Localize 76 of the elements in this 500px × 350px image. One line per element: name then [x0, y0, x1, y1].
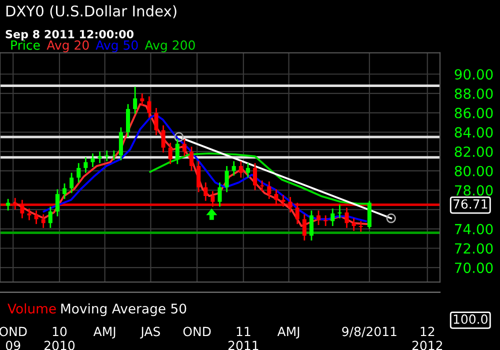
- text: 76.71: [454, 199, 488, 209]
- text: Avg 20: [46, 40, 89, 52]
- candlestick: [182, 138, 186, 158]
- x-tick-label: 10 2010: [44, 326, 75, 350]
- y-tick-label: 82.00: [454, 146, 493, 157]
- candlestick: [76, 162, 81, 184]
- candlestick: [316, 210, 321, 226]
- x-tick-label: 12 2012: [412, 326, 442, 350]
- candlestick: [98, 150, 102, 164]
- candlestick: [147, 96, 152, 118]
- candlestick: [338, 204, 342, 219]
- y-tick-label: 80.00: [454, 166, 493, 176]
- candlestick: [118, 126, 123, 161]
- x-tick-label: AMJ: [277, 326, 300, 339]
- x-tick-label: JAS: [140, 326, 160, 339]
- x-tick-label: AMJ: [93, 326, 116, 339]
- candlestick: [27, 208, 32, 221]
- candlestick: [260, 180, 264, 192]
- candlestick: [344, 206, 349, 229]
- candlestick: [62, 182, 67, 200]
- y-tick-label: 74.00: [455, 224, 493, 234]
- y-tick-label: 72.00: [455, 243, 493, 254]
- candlestick: [196, 160, 201, 193]
- candlestick: [288, 196, 292, 214]
- candlestick: [232, 160, 236, 176]
- candlestick: [324, 214, 328, 227]
- y-tick-label: 70.00: [455, 262, 493, 274]
- x-tick-label: 11 2011: [228, 326, 258, 350]
- text: Avg 50: [96, 40, 138, 52]
- candlestick: [55, 188, 60, 218]
- candlestick: [246, 162, 250, 178]
- y-tick-label: 84.00: [454, 127, 493, 138]
- candlestick: [20, 199, 24, 219]
- candlestick: [154, 107, 158, 136]
- x-tick-label: OND: [183, 326, 211, 336]
- candlestick: [84, 156, 88, 174]
- candlestick: [126, 103, 130, 138]
- candlestick: [218, 182, 222, 208]
- candlestick: [330, 208, 335, 227]
- candlestick: [104, 150, 109, 162]
- candlestick: [41, 214, 46, 229]
- text: 100.0: [454, 314, 488, 324]
- y-tick-label: 78.00: [455, 185, 493, 196]
- candlestick: [112, 150, 116, 161]
- text: Volume: [8, 303, 56, 314]
- text: Moving Average 50: [61, 303, 186, 316]
- y-tick-label: 86.00: [454, 108, 493, 118]
- candlestick: [224, 165, 229, 193]
- y-tick-label: 90.00: [454, 69, 493, 80]
- candlestick: [302, 214, 306, 242]
- candlestick: [204, 182, 208, 202]
- candlestick: [133, 86, 138, 114]
- text: Price: [11, 40, 40, 50]
- candlestick: [175, 138, 180, 165]
- y-tick-label: 88.00: [454, 88, 493, 99]
- candlestick: [267, 180, 272, 200]
- candlestick: [352, 218, 356, 232]
- candlestick: [210, 190, 215, 208]
- x-tick-label: 9/8/2011: [342, 326, 396, 338]
- chart-title: DXY0 (U.S.Dollar Index): [6, 5, 176, 18]
- text: Avg 200: [144, 40, 195, 52]
- candlestick: [34, 210, 38, 225]
- candlestick: [295, 202, 300, 225]
- chart-subtitle: Sep 8 2011 12:00:00: [6, 30, 134, 41]
- candlestick: [253, 162, 258, 191]
- candlestick: [168, 142, 172, 165]
- candlestick: [274, 188, 278, 206]
- candlestick: [309, 210, 314, 242]
- candlestick: [48, 206, 52, 229]
- candlestick: [70, 172, 74, 194]
- candlestick: [90, 152, 95, 168]
- candlestick: [190, 146, 194, 172]
- candlestick: [281, 194, 286, 208]
- candlestick: [238, 160, 243, 178]
- candlestick: [161, 124, 166, 154]
- candlestick: [358, 220, 363, 232]
